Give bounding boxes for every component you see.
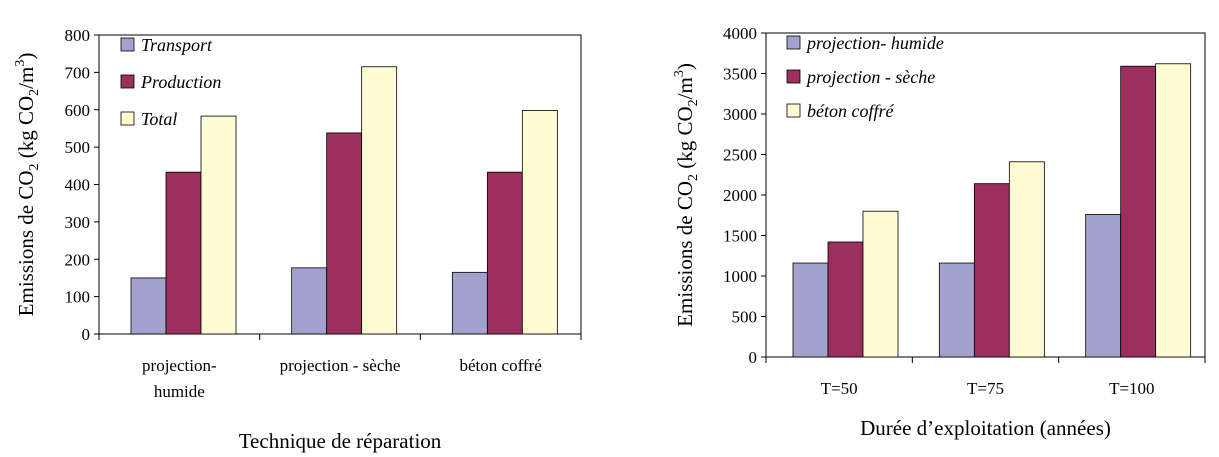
y-tick-label: 3000 (723, 105, 757, 124)
y-axis-title: Emissions de CO2 (kg CO2/m3) (13, 53, 42, 317)
y-axis-title-rest: (kg CO (673, 106, 697, 174)
legend-swatch-3 (120, 111, 135, 126)
y-axis-title-rest: (kg CO (14, 96, 38, 164)
y-tick-label: 400 (65, 176, 91, 195)
y-tick-label: 4000 (723, 24, 757, 43)
y-axis-title: Emissions de CO2 (kg CO2/m3) (672, 63, 701, 327)
bar-2-3 (1120, 65, 1157, 358)
y-axis-title-sub2: 2 (27, 89, 42, 96)
y-axis-title-main: Emissions de CO (14, 171, 38, 317)
y-axis-title-sup: 3 (672, 70, 687, 77)
y-axis-title-sub: 2 (27, 164, 42, 171)
y-tick-label: 0 (82, 325, 91, 344)
legend-swatch-2 (786, 69, 801, 84)
y-tick-label: 2500 (723, 146, 757, 165)
chart-1: 0 100 200 300 400 500 600 700 800 projection-humi… (13, 26, 582, 453)
x-tick-label: projection - sèche (280, 356, 401, 375)
bar-1-1 (130, 277, 167, 335)
x-axis-title: Technique de réparation (239, 429, 442, 453)
bar-1-1 (792, 262, 829, 358)
bar-3-3 (521, 110, 558, 335)
bar-1-3 (451, 271, 488, 335)
y-tick-label: 100 (65, 288, 91, 307)
legend-label-3: béton coffré (807, 101, 894, 121)
bar-1-3 (1085, 214, 1122, 358)
y-axis-title-sup: 3 (13, 60, 28, 67)
bar-2-2 (973, 183, 1010, 358)
y-tick-label: 0 (749, 348, 758, 367)
y-axis-title-sub2: 2 (686, 99, 701, 106)
y-axis-title-sub: 2 (686, 174, 701, 181)
x-tick-label: T=100 (1109, 379, 1154, 398)
y-tick-label: 500 (65, 138, 91, 157)
bar-3-2 (1008, 161, 1045, 358)
y-tick-label: 800 (65, 26, 91, 45)
x-tick-label: T=50 (821, 379, 858, 398)
bar-1-2 (291, 267, 328, 335)
legend-label-2: projection - sèche (805, 67, 935, 87)
x-tick-label: projection- (142, 356, 217, 375)
y-axis-title-main: Emissions de CO (673, 181, 697, 327)
chart-2: 0 500 1000 1500 2000 2500 3000 3500 4000 T=50 T=75… (672, 24, 1206, 440)
legend-label-3: Total (141, 109, 177, 129)
y-tick-label: 300 (65, 213, 91, 232)
x-axis-title: Durée d’exploitation (années) (860, 416, 1111, 440)
bar-3-1 (862, 210, 899, 358)
y-tick-label: 1000 (723, 267, 757, 286)
bar-2-1 (165, 171, 202, 335)
legend: projection- humide projection - sèche béto… (786, 33, 944, 121)
y-axis-title-close: ) (14, 53, 38, 60)
y-tick-label: 600 (65, 101, 91, 120)
x-tick-label: T=75 (967, 379, 1004, 398)
y-tick-label: 3500 (723, 65, 757, 84)
bar-3-3 (1155, 63, 1192, 358)
y-axis-title-unit: /m (673, 77, 697, 99)
x-tick-label: béton coffré (460, 356, 542, 375)
y-axis-title-close: ) (673, 63, 697, 70)
x-tick-label-line2: humide (154, 382, 205, 401)
y-tick-label: 700 (65, 63, 91, 82)
bar-3-2 (361, 66, 398, 335)
legend-swatch-1 (786, 35, 801, 50)
y-axis-title-unit: /m (14, 67, 38, 89)
y-tick-label: 1500 (723, 227, 757, 246)
legend: Transport Production Total (120, 35, 221, 129)
bar-2-3 (486, 171, 523, 335)
legend-swatch-1 (120, 37, 135, 52)
y-tick-label: 500 (732, 308, 758, 327)
y-tick-label: 2000 (723, 186, 757, 205)
legend-swatch-2 (120, 74, 135, 89)
legend-label-1: Transport (141, 35, 213, 55)
bar-2-1 (827, 241, 864, 358)
bar-3-1 (200, 115, 237, 335)
legend-label-2: Production (140, 72, 221, 92)
bar-1-2 (938, 262, 975, 358)
legend-swatch-3 (786, 103, 801, 118)
bar-2-2 (326, 132, 363, 335)
y-tick-label: 200 (65, 250, 91, 269)
legend-label-1: projection- humide (805, 33, 944, 53)
